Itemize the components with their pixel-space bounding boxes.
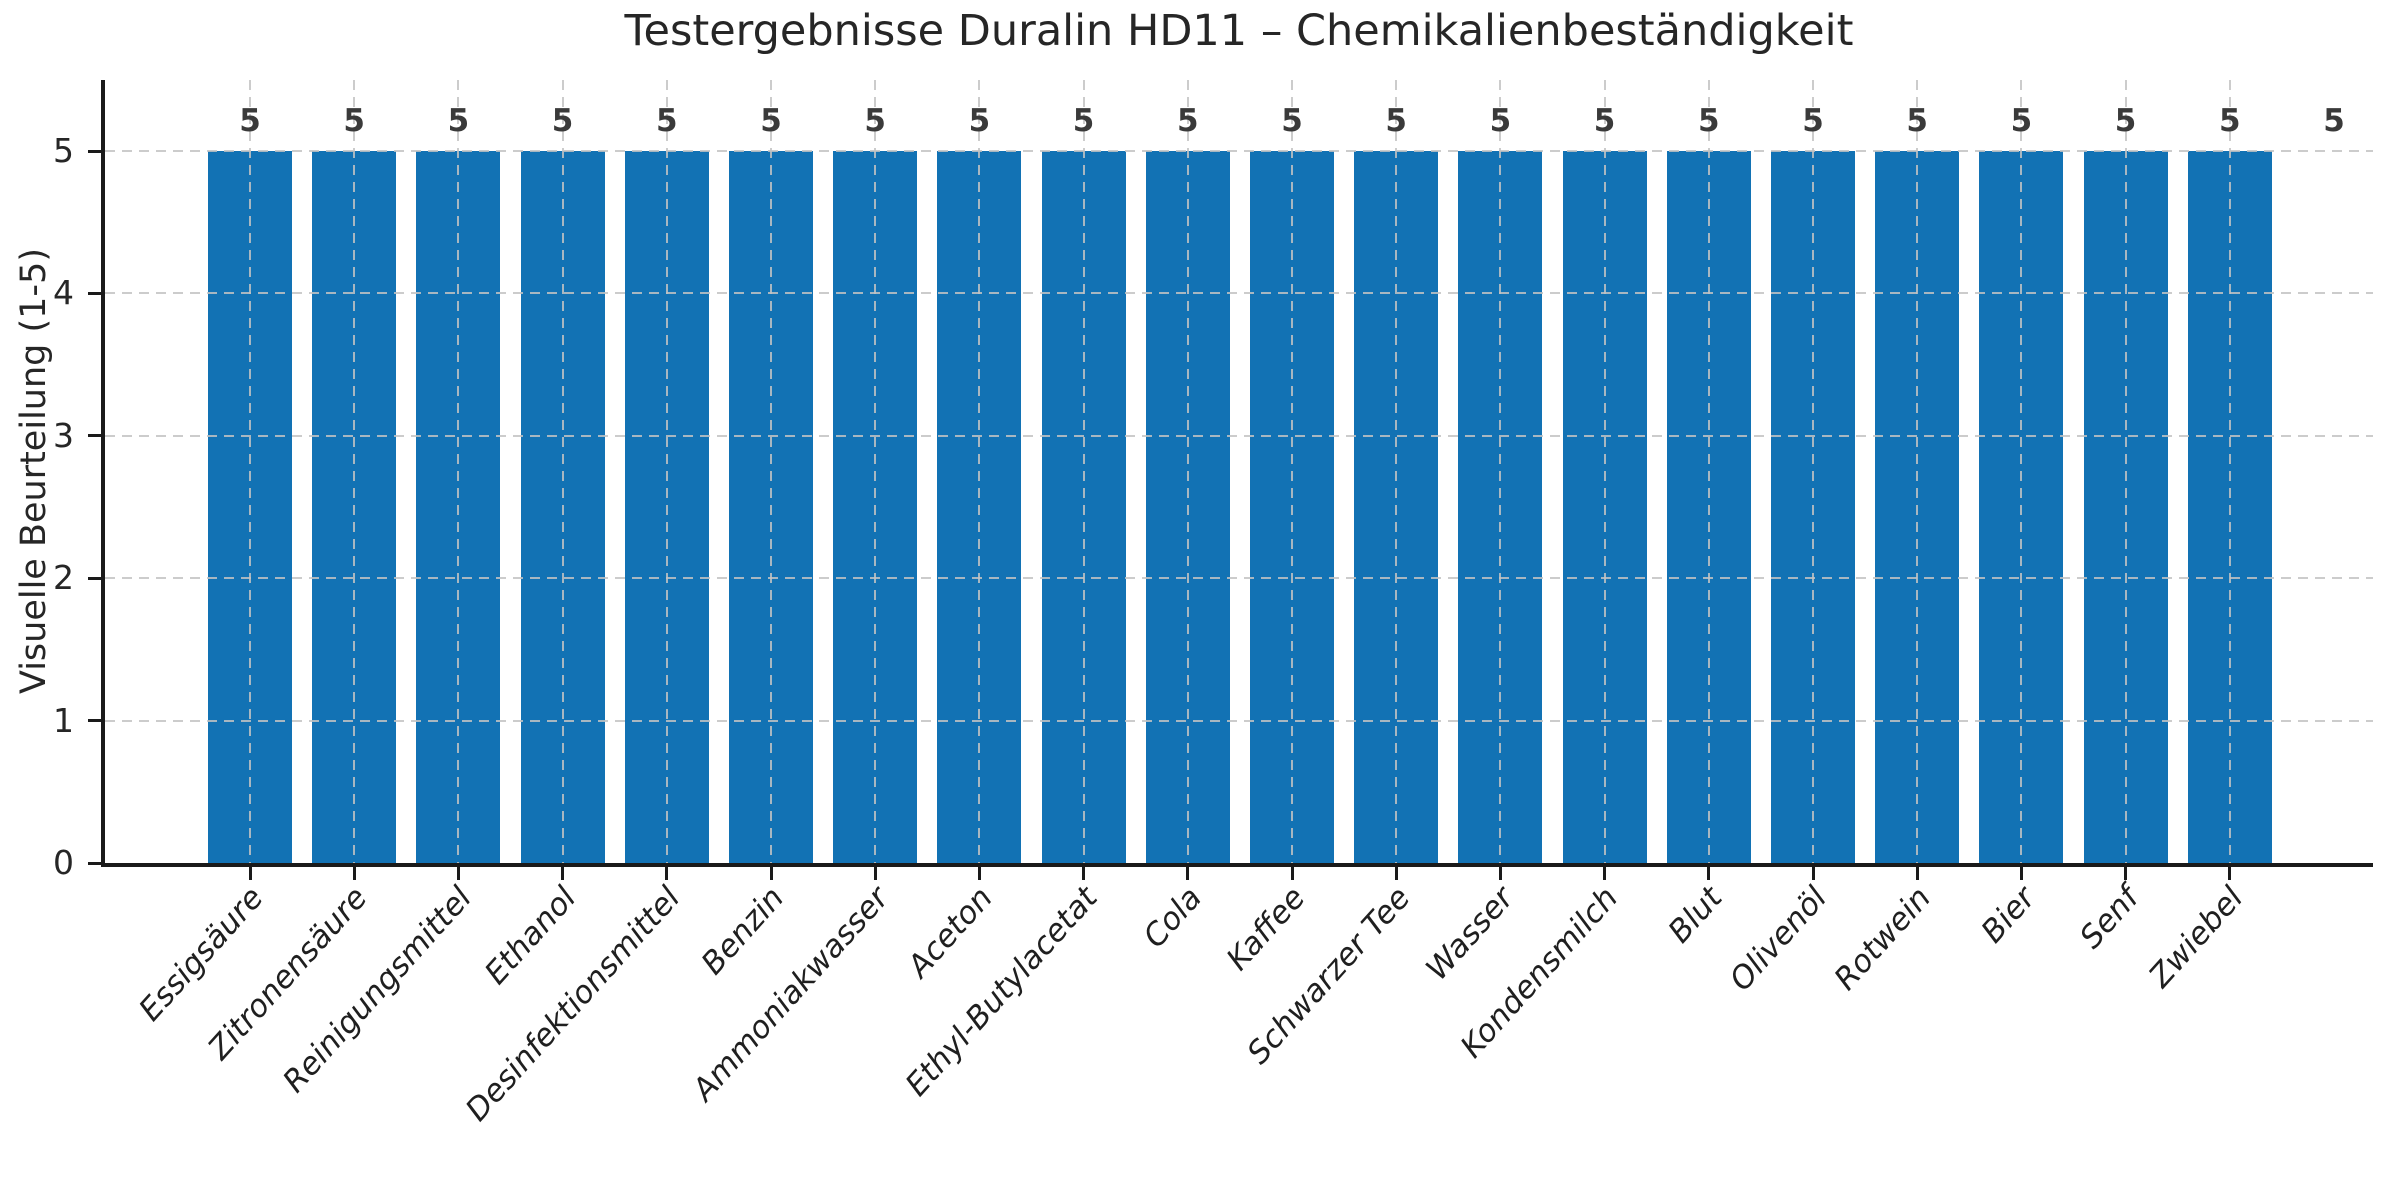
- x-tick-label-Reinigungsmittel: Reinigungsmittel: [276, 880, 480, 1100]
- x-tick-label-Olivenöl: Olivenöl: [1722, 880, 1834, 998]
- plot-area: 5 5 5 5 5 5 5 5 5 5 5 5 5 5 5 5 5 5 5 5 5: [105, 80, 2373, 863]
- x-tick-Cola: [1186, 867, 1190, 880]
- y-axis-spine: [101, 80, 105, 867]
- bar-value-label: 5: [1489, 103, 1512, 139]
- x-tick-Blut: [1707, 867, 1711, 880]
- h-gridline-5: [105, 150, 2373, 152]
- v-gridline-Reinigungsmittel: [457, 80, 460, 863]
- x-axis-spine: [101, 863, 2373, 867]
- x-tick-Aceton: [977, 867, 981, 880]
- v-gridline-Zitronensäure: [353, 80, 356, 863]
- x-tick-Senf: [2124, 867, 2128, 880]
- y-tick-5: [88, 149, 102, 153]
- x-tick-label-Ethyl-Butylacetat: Ethyl-Butylacetat: [898, 880, 1105, 1104]
- bar-value-label: 5: [1072, 103, 1095, 139]
- bar-value-label: 5: [2010, 103, 2033, 139]
- v-gridline-Aceton: [978, 80, 981, 863]
- v-gridline-Benzin: [770, 80, 772, 863]
- chart-title: Testergebnisse Duralin HD11 – Chemikalie…: [624, 6, 1854, 56]
- y-tick-2: [88, 576, 102, 580]
- v-gridline-Rotwein: [1916, 80, 1919, 863]
- x-tick-label-Benzin: Benzin: [695, 880, 792, 982]
- v-gridline-Olivenöl: [1812, 80, 1814, 863]
- x-tick-Schwarzer Tee: [1394, 867, 1398, 880]
- v-gridline-Cola: [1186, 80, 1189, 863]
- y-tick-label-2: 2: [53, 558, 74, 598]
- bar-value-label: 5: [343, 103, 365, 139]
- bar-value-label: 5: [447, 103, 470, 139]
- x-tick-Ammoniakwasser: [873, 867, 877, 880]
- bar-value-label: 5: [1802, 103, 1824, 139]
- v-gridline-Essigsäure: [249, 80, 251, 863]
- x-tick-Olivenöl: [1811, 867, 1815, 880]
- x-tick-Benzin: [769, 867, 773, 880]
- x-tick-Ethyl-Butylacetat: [1082, 867, 1086, 880]
- h-gridline-2: [105, 577, 2373, 580]
- v-gridline-Schwarzer Tee: [1395, 80, 1398, 863]
- x-tick-Kondensmilch: [1603, 867, 1607, 880]
- bar-value-label: 5: [1385, 103, 1407, 139]
- x-tick-label-Kaffee: Kaffee: [1219, 880, 1313, 978]
- x-tick-label-Bier: Bier: [1974, 880, 2043, 950]
- x-tick-Kaffee: [1290, 867, 1294, 880]
- h-gridline-3: [105, 434, 2373, 437]
- bar-value-label: 5: [968, 103, 991, 139]
- x-tick-Reinigungsmittel: [456, 867, 460, 880]
- x-tick-label-Blut: Blut: [1661, 880, 1730, 950]
- x-tick-Essigsäure: [248, 867, 252, 880]
- x-tick-label-Senf: Senf: [2073, 880, 2147, 956]
- x-tick-Wasser: [1498, 867, 1502, 880]
- y-tick-label-3: 3: [53, 415, 74, 455]
- y-tick-0: [88, 861, 102, 865]
- y-tick-3: [88, 434, 102, 438]
- x-tick-label-Zwiebel: Zwiebel: [2142, 880, 2251, 995]
- x-tick-label-Desinfektionsmittel: Desinfektionsmittel: [458, 880, 688, 1129]
- y-tick-1: [88, 719, 102, 723]
- bar-value-label: 5: [551, 103, 574, 139]
- v-gridline-Bier: [2020, 80, 2023, 863]
- x-tick-Desinfektionsmittel: [665, 867, 669, 880]
- bar-value-label: 5: [2114, 103, 2137, 139]
- y-tick-label-5: 5: [53, 131, 74, 170]
- v-gridline-Wasser: [1499, 80, 1502, 863]
- y-tick-4: [88, 291, 102, 295]
- bar-value-label: 5: [239, 103, 261, 139]
- x-tick-Zwiebel: [2228, 867, 2232, 880]
- v-gridline-Desinfektionsmittel: [665, 80, 668, 863]
- bar-value-label: 5: [1177, 103, 1199, 139]
- v-gridline-Ammoniakwasser: [874, 80, 877, 863]
- bar-value-label: 5: [2219, 103, 2241, 139]
- bar-value-label: 5: [1906, 103, 1928, 139]
- v-gridline-Kaffee: [1291, 80, 1293, 863]
- h-gridline-4: [105, 292, 2373, 295]
- x-tick-Bier: [2019, 867, 2023, 880]
- bar-value-label: 5: [1281, 103, 1303, 139]
- bar-value-label: 5: [656, 103, 678, 139]
- x-tick-label-Ammoniakwasser: Ammoniakwasser: [685, 880, 896, 1108]
- x-tick-Ethanol: [561, 867, 565, 880]
- v-gridline-Ethanol: [561, 80, 564, 863]
- extra-value-label: 5: [2323, 103, 2345, 139]
- v-gridline-Ethyl-Butylacetat: [1082, 80, 1085, 863]
- h-gridline-1: [105, 719, 2373, 722]
- bar-value-label: 5: [1593, 103, 1616, 139]
- bar-value-label: 5: [760, 103, 782, 139]
- x-tick-label-Wasser: Wasser: [1419, 880, 1522, 988]
- v-gridline-Blut: [1707, 80, 1710, 863]
- x-tick-label-Cola: Cola: [1136, 880, 1209, 955]
- y-tick-label-0: 0: [53, 843, 74, 882]
- x-tick-Zitronensäure: [352, 867, 356, 880]
- y-tick-label-4: 4: [53, 273, 74, 313]
- v-gridline-Kondensmilch: [1603, 80, 1606, 863]
- x-tick-label-Aceton: Aceton: [901, 880, 1001, 985]
- v-gridline-Zwiebel: [2228, 80, 2231, 863]
- bar-value-label: 5: [864, 103, 886, 139]
- x-tick-label-Ethanol: Ethanol: [477, 880, 584, 992]
- x-tick-label-Rotwein: Rotwein: [1827, 880, 1938, 998]
- y-tick-label-1: 1: [53, 700, 74, 740]
- v-gridline-Senf: [2124, 80, 2127, 863]
- bar-value-label: 5: [1698, 103, 1720, 139]
- x-tick-Rotwein: [1915, 867, 1919, 880]
